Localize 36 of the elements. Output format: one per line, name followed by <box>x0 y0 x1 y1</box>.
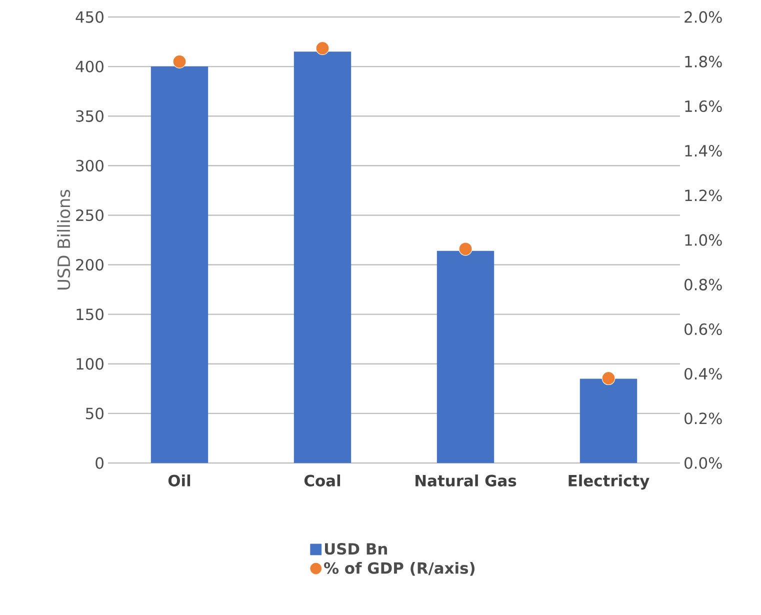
y-tick-label: 400 <box>76 60 104 72</box>
y-tick-label: 0 <box>96 457 104 469</box>
y-tick-label: 50 <box>86 408 104 420</box>
y-axis-title: USD Billions <box>57 190 70 290</box>
x-tick-label: Oil <box>168 474 190 486</box>
point <box>458 242 472 256</box>
legend-label: USD Bn <box>324 543 387 555</box>
y-tick-label: 150 <box>76 308 104 320</box>
x-tick-label: Natural Gas <box>416 474 516 486</box>
y2-tick-label: 0.8% <box>684 278 722 290</box>
y2-tick-label: 1.4% <box>685 144 722 157</box>
point <box>602 371 616 386</box>
legend-label: % of GDP (R/axis) <box>324 562 474 576</box>
x-tick-label: Electricty <box>568 474 650 490</box>
bar <box>436 250 494 463</box>
y-tick-label: 200 <box>76 258 104 271</box>
y2-tick-label: 1.2% <box>685 190 722 202</box>
y-tick-label: 300 <box>76 160 104 172</box>
point <box>172 54 186 68</box>
x-tick-label: Coal <box>304 474 340 486</box>
bar <box>294 52 352 463</box>
y2-tick-label: 0.0% <box>684 457 722 469</box>
point <box>316 41 330 56</box>
y2-tick-label: 0.4% <box>684 368 722 380</box>
y-tick-label: 450 <box>76 11 104 23</box>
bar <box>150 66 208 463</box>
y2-tick-label: 0.6% <box>684 323 722 336</box>
y-tick-label: 100 <box>76 358 104 370</box>
y2-tick-label: 1.8% <box>685 56 722 68</box>
y2-tick-label: 0.2% <box>684 412 722 424</box>
y-tick-label: 250 <box>76 209 104 222</box>
bar <box>580 378 638 463</box>
y2-tick-label: 1.0% <box>685 234 722 246</box>
y2-tick-label: 2.0% <box>684 11 722 23</box>
y2-tick-label: 1.6% <box>685 100 722 112</box>
y-tick-label: 350 <box>76 110 104 122</box>
